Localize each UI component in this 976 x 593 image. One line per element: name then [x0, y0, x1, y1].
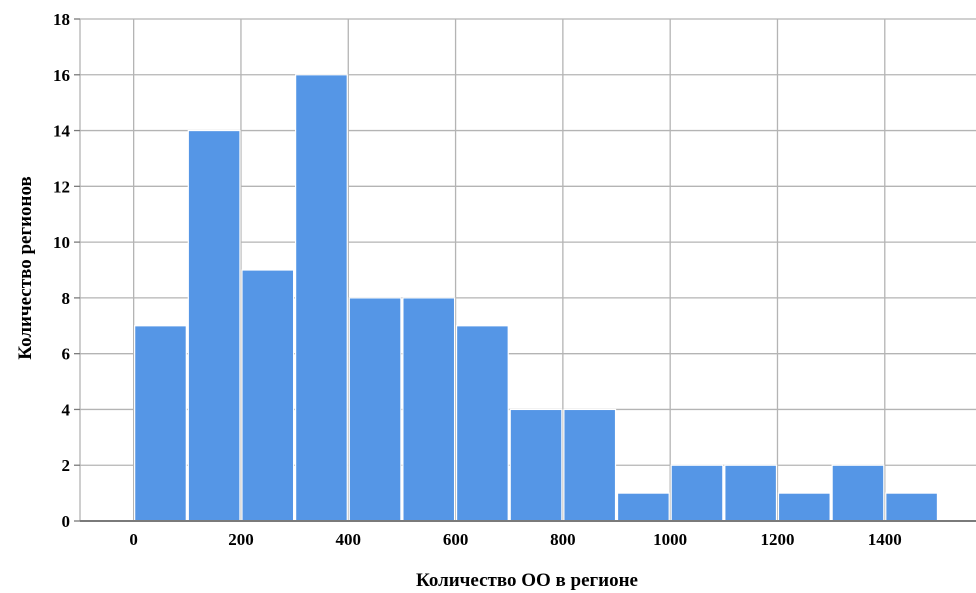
histogram-bar-1400-1500: [885, 492, 939, 522]
histogram-bar-700-800: [509, 408, 563, 522]
y-tick-label-2: 2: [62, 456, 71, 475]
histogram-bar-400-500: [348, 297, 402, 522]
x-tick-label-800: 800: [550, 530, 576, 549]
histogram-bar-1200-1300: [777, 492, 831, 522]
y-tick-label-14: 14: [53, 122, 71, 141]
x-tick-label-1000: 1000: [653, 530, 687, 549]
y-tick-label-6: 6: [62, 345, 71, 364]
x-tick-label-600: 600: [443, 530, 469, 549]
y-tick-label-16: 16: [53, 66, 70, 85]
y-tick-label-0: 0: [62, 512, 71, 531]
histogram-bar-0-100: [134, 325, 187, 522]
x-tick-label-200: 200: [228, 530, 254, 549]
y-tick-label-4: 4: [62, 400, 71, 419]
histogram-bar-1000-1100: [670, 464, 724, 522]
y-axis-title: Количество регионов: [15, 176, 36, 360]
histogram-bar-100-200: [187, 129, 241, 522]
histogram-bar-900-1000: [616, 492, 670, 522]
histogram-bar-1300-1400: [831, 464, 885, 522]
y-tick-label-8: 8: [62, 289, 71, 308]
histogram-bar-1100-1200: [724, 464, 778, 522]
histogram-bar-300-400: [295, 74, 348, 522]
histogram-bar-200-300: [241, 269, 295, 522]
y-tick-label-10: 10: [53, 233, 70, 252]
bars-group: [134, 74, 939, 522]
x-axis-title: Количество ОО в регионе: [416, 570, 638, 591]
x-tick-label-0: 0: [129, 530, 138, 549]
histogram-bar-600-700: [455, 325, 509, 522]
y-tick-labels: 0 2 4 6 8 10 12 14 16 18: [53, 10, 71, 531]
axes: [74, 18, 976, 522]
x-tick-label-400: 400: [336, 530, 362, 549]
y-tick-label-18: 18: [53, 10, 70, 29]
x-tick-label-1400: 1400: [868, 530, 902, 549]
y-tick-label-12: 12: [53, 177, 70, 196]
histogram-bar-500-600: [402, 297, 456, 522]
x-tick-labels: 0 200 400 600 800 1000 1200 1400: [129, 530, 901, 549]
x-tick-label-1200: 1200: [760, 530, 794, 549]
histogram-bar-800-900: [563, 408, 617, 522]
